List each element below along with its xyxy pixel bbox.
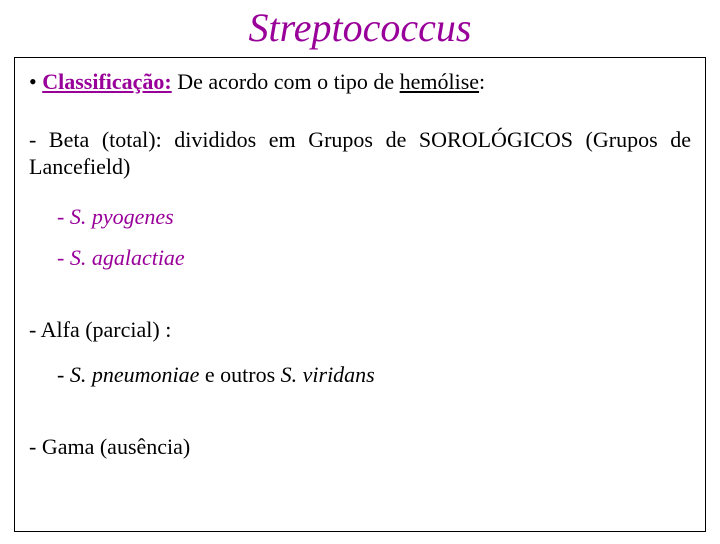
classification-label: Classificação: [42, 69, 172, 94]
beta-sub-pyogenes: - S. pyogenes [57, 203, 691, 231]
classification-rest-post: : [479, 69, 485, 94]
dash: - [57, 245, 70, 270]
species-viridans: S. viridans [281, 362, 375, 387]
classification-line: • Classificação: De acordo com o tipo de… [29, 68, 691, 96]
alfa-line: - Alfa (parcial) : [29, 316, 691, 344]
content-box: • Classificação: De acordo com o tipo de… [14, 57, 706, 532]
species-name: S. pyogenes [70, 204, 174, 229]
dash: - [57, 204, 70, 229]
species-name: S. agalactiae [70, 245, 185, 270]
slide-title: Streptococcus [0, 4, 720, 51]
alfa-sub-line: - S. pneumoniae e outros S. viridans [57, 361, 691, 389]
gama-line: - Gama (ausência) [29, 433, 691, 461]
species-pneumoniae: S. pneumoniae [70, 362, 200, 387]
beta-sub-agalactiae: - S. agalactiae [57, 244, 691, 272]
classification-hemolise: hemólise [400, 69, 479, 94]
classification-rest-pre: De acordo com o tipo de [172, 69, 400, 94]
slide: Streptococcus • Classificação: De acordo… [0, 4, 720, 544]
beta-line: - Beta (total): divididos em Grupos de S… [29, 126, 691, 181]
dash: - [57, 362, 70, 387]
bullet: • [29, 69, 42, 94]
alfa-sub-mid: e outros [199, 362, 280, 387]
